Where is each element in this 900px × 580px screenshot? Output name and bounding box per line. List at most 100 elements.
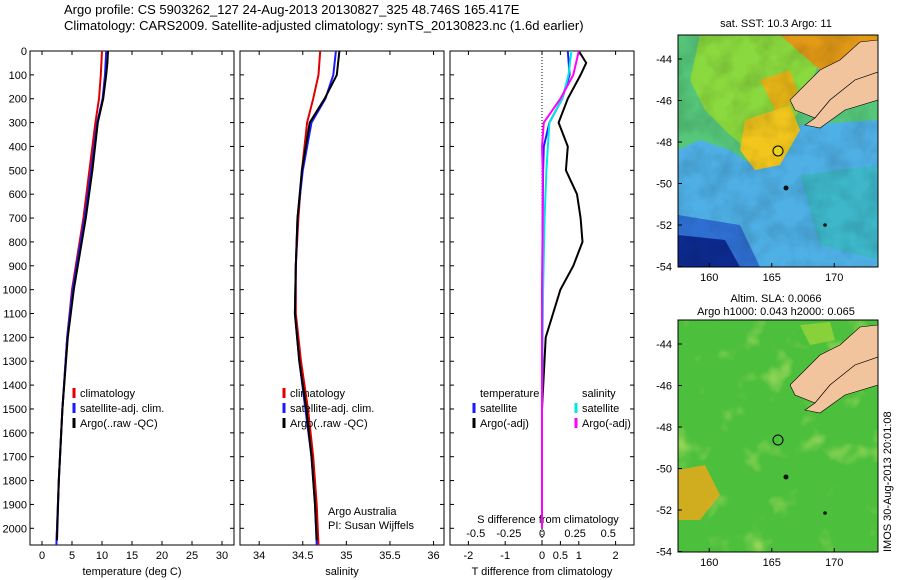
x-tick-label: 2 [613,550,619,562]
sst-map-title: sat. SST: 10.3 Argo: 11 [720,18,832,30]
depth-tick-label: 1000 [3,285,27,297]
x-tick-label: 20 [156,550,168,562]
x-tick-label: 34.5 [292,550,313,562]
depth-tick-label: 1700 [3,452,27,464]
x-tick-label: 0 [39,550,45,562]
x-axis-label: T difference from climatology [472,566,613,578]
depth-tick-label: 1300 [3,356,27,368]
plot-frame [239,50,445,546]
lon-tick-label: 165 [763,557,781,569]
depth-tick-label: 500 [9,165,27,177]
lat-tick-label: -54 [656,262,672,274]
lat-tick-label: -44 [656,54,672,66]
x-tick-label: 0.5 [553,550,568,562]
x-tick-label: 15 [126,550,138,562]
sla-map: Altim. SLA: 0.0066 Argo h1000: 0.043 h20… [656,293,894,569]
legend-label: Argo(..raw -QC) [290,418,368,430]
depth-tick-label: 700 [9,213,27,225]
depth-tick-label: 900 [9,261,27,273]
x-axis-label: temperature (deg C) [82,566,181,578]
x-tick-label: 30 [216,550,228,562]
lon-tick-label: 160 [700,557,718,569]
x-tick-label: -2 [464,550,474,562]
depth-tick-label: 1200 [3,332,27,344]
legend-label: satellite [480,403,517,415]
lat-tick-label: -52 [656,220,672,232]
temperature-panel: 0100200300400500600700800900100011001200… [3,46,235,578]
top-tick-label: 0 [539,528,545,540]
lon-tick-label: 160 [700,272,718,284]
plot-frame [29,50,235,546]
lon-tick-label: 170 [825,557,843,569]
depth-tick-label: 1500 [3,404,27,416]
top-tick-label: -0.5 [466,528,485,540]
lat-tick-label: -44 [656,339,672,351]
top-axis-label: S difference from climatology [477,514,619,526]
depth-tick-label: 1900 [3,499,27,511]
top-tick-label: 0.5 [601,528,616,540]
x-tick-label: 35 [340,550,352,562]
salinity-panel: 34 34.5 35 35.5 36 salinity climatology satelli… [239,50,445,578]
depth-tick-label: 1400 [3,380,27,392]
imos-timestamp: IMOS 30-Aug-2013 20:01:08 [882,411,894,552]
depth-tick-label: 1600 [3,428,27,440]
lon-tick-label: 165 [763,272,781,284]
lat-tick-label: -46 [656,381,672,393]
lat-tick-label: -50 [656,464,672,476]
legend-label: Argo(-adj) [480,418,529,430]
depth-tick-label: 200 [9,94,27,106]
x-tick-label: 1 [576,550,582,562]
lat-tick-label: -54 [656,547,672,559]
series-line [293,50,341,541]
series-line [56,50,109,541]
top-tick-label: -0.25 [496,528,521,540]
legend-header: temperature [480,388,539,400]
x-tick-label: 34 [253,550,265,562]
credit-annotation: PI: Susan Wijffels [328,520,414,532]
depth-tick-label: 800 [9,237,27,249]
lat-tick-label: -50 [656,179,672,191]
sla-map-title-1: Altim. SLA: 0.0066 [730,293,821,305]
series-line [540,50,580,529]
legend-label: satellite-adj. clim. [290,403,374,415]
x-tick-label: 36 [427,550,439,562]
legend-label: climatology [80,388,136,400]
climatology-title: Climatology: CARS2009. Satellite-adjuste… [64,18,584,33]
depth-tick-label: 300 [9,118,27,130]
lat-tick-label: -48 [656,137,672,149]
depth-tick-label: 600 [9,189,27,201]
depth-tick-label: 0 [21,46,27,58]
argo-location-marker-sla [772,434,784,446]
x-axis-label: salinity [325,566,359,578]
lat-tick-label: -46 [656,96,672,108]
lat-tick-label: -52 [656,505,672,517]
credit-annotation: Argo Australia [328,506,397,518]
depth-tick-label: 100 [9,70,27,82]
x-tick-label: 35.5 [379,550,400,562]
x-tick-label: 25 [186,550,198,562]
lon-tick-label: 170 [825,272,843,284]
sst-map: sat. SST: 10.3 Argo: 11 -44 -46 -48 -50 -52 -… [656,18,879,284]
x-tick-label: 5 [69,550,75,562]
lat-tick-label: -48 [656,422,672,434]
legend-label: Argo(-adj) [582,418,631,430]
x-tick-label: -1 [500,550,510,562]
x-tick-label: 0 [539,550,545,562]
profile-title: Argo profile: CS 5903262_127 24-Aug-2013… [64,2,520,17]
depth-tick-label: 400 [9,141,27,153]
series-line [541,50,588,529]
top-tick-label: 0.25 [564,528,585,540]
legend-label: climatology [290,388,346,400]
depth-tick-label: 1100 [3,309,27,321]
legend-label: satellite [582,403,619,415]
argo-location-marker [772,145,784,157]
difference-panel: -2 -1 0 0.5 1 2T difference from climatology S… [449,50,635,578]
depth-tick-label: 2000 [3,523,27,535]
depth-tick-label: 1800 [3,476,27,488]
legend-label: satellite-adj. clim. [80,403,164,415]
legend-label: Argo(..raw -QC) [80,418,158,430]
legend-header: salinity [582,388,616,400]
sla-map-title-2: Argo h1000: 0.043 h2000: 0.065 [697,306,855,318]
x-tick-label: 10 [96,550,108,562]
